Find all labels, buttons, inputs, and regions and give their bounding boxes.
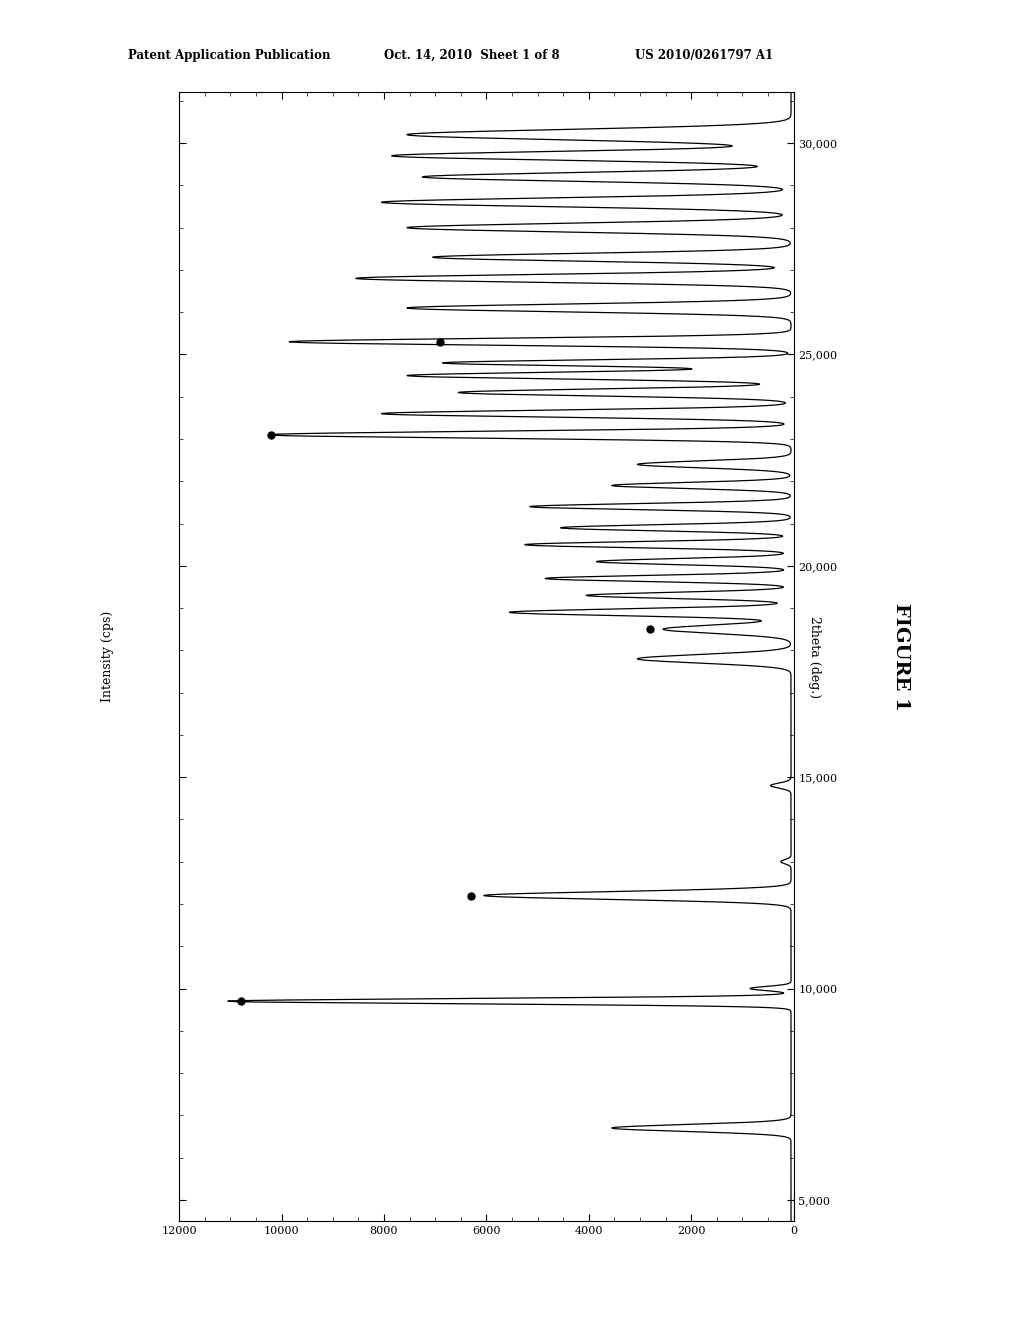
Text: Intensity (cps): Intensity (cps) <box>101 611 114 702</box>
Text: FIGURE 1: FIGURE 1 <box>892 603 910 710</box>
Text: 2theta (deg.): 2theta (deg.) <box>808 615 820 698</box>
Text: Patent Application Publication: Patent Application Publication <box>128 49 331 62</box>
Text: US 2010/0261797 A1: US 2010/0261797 A1 <box>635 49 773 62</box>
Text: Oct. 14, 2010  Sheet 1 of 8: Oct. 14, 2010 Sheet 1 of 8 <box>384 49 560 62</box>
